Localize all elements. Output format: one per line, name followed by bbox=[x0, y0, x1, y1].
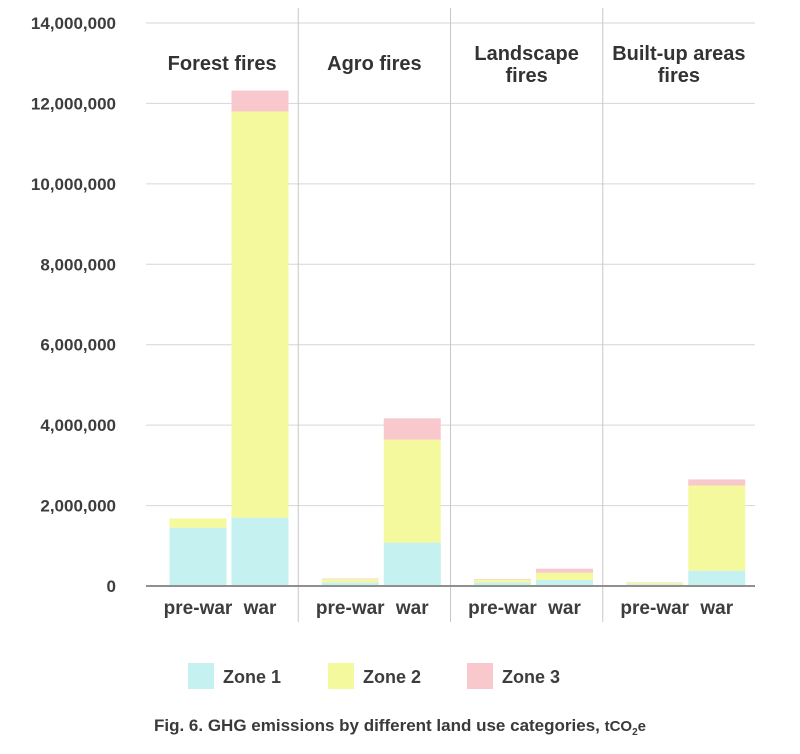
panel-title-line: fires bbox=[658, 65, 700, 87]
caption-unit-main: tCO bbox=[604, 718, 633, 735]
panel-title-line: Agro fires bbox=[327, 53, 421, 75]
y-tick-label: 14,000,000 bbox=[31, 14, 116, 33]
bar-segment-zone-1 bbox=[321, 582, 379, 586]
bar-segment-zone-2 bbox=[474, 579, 531, 583]
legend-label: Zone 1 bbox=[223, 667, 281, 687]
bar-segment-zone-1 bbox=[536, 579, 593, 586]
x-axis-labels: pre-war war pre-war war pre-war war pre-war war bbox=[164, 598, 734, 619]
bar-segment-zone-3 bbox=[321, 578, 379, 580]
bar-segment-zone-1 bbox=[474, 582, 531, 586]
bar-segment-zone-2 bbox=[626, 582, 684, 585]
legend: Zone 1 Zone 2 Zone 3 bbox=[188, 663, 560, 689]
y-tick-label: 0 bbox=[107, 577, 116, 596]
bar-segment-zone-3 bbox=[688, 479, 746, 486]
y-tick-label: 4,000,000 bbox=[40, 416, 116, 435]
x-category-label: war bbox=[547, 598, 581, 619]
bar-segment-zone-2 bbox=[536, 572, 593, 580]
legend-swatch-zone-2 bbox=[328, 663, 354, 689]
legend-swatch-zone-1 bbox=[188, 663, 214, 689]
panel-title: Agro fires bbox=[327, 53, 421, 75]
bar-segment-zone-3 bbox=[231, 90, 289, 112]
figure-caption: Fig. 6. GHG emissions by different land … bbox=[0, 716, 800, 738]
x-category-label: war bbox=[395, 598, 429, 619]
bar-segment-zone-2 bbox=[688, 485, 746, 571]
panel-title-line: Built-up areas bbox=[612, 43, 745, 65]
legend-label: Zone 2 bbox=[363, 667, 421, 687]
y-tick-label: 12,000,000 bbox=[31, 94, 116, 113]
panel-title: Built-up areas fires bbox=[612, 43, 745, 87]
panel-title: Forest fires bbox=[168, 53, 277, 75]
bar-segment-zone-2 bbox=[321, 579, 379, 583]
y-tick-label: 8,000,000 bbox=[40, 255, 116, 274]
panel-title-line: Landscape bbox=[474, 43, 578, 65]
panel-title-line: Forest fires bbox=[168, 53, 277, 75]
x-category-label: pre-war bbox=[316, 598, 385, 619]
x-category-label: pre-war bbox=[620, 598, 689, 619]
panel-title: Landscape fires bbox=[474, 43, 578, 87]
y-tick-label: 6,000,000 bbox=[40, 336, 116, 355]
bar-segment-zone-1 bbox=[231, 517, 289, 586]
bar-segment-zone-3 bbox=[474, 578, 531, 580]
bar-segment-zone-1 bbox=[688, 570, 746, 586]
panel-titles: Forest fires Agro fires Landscape firesBuil… bbox=[168, 43, 746, 87]
legend-swatch-zone-3 bbox=[467, 663, 493, 689]
legend-label: Zone 3 bbox=[502, 667, 560, 687]
bar-segment-zone-3 bbox=[536, 568, 593, 573]
panel-title-line: fires bbox=[506, 65, 548, 87]
bar-segment-zone-1 bbox=[169, 527, 227, 586]
x-category-label: pre-war bbox=[164, 598, 233, 619]
bar-segment-zone-3 bbox=[383, 418, 441, 440]
caption-unit-tail: e bbox=[637, 718, 647, 735]
x-category-label: war bbox=[243, 598, 277, 619]
caption-unit: tCO2e bbox=[604, 718, 647, 738]
y-tick-label: 10,000,000 bbox=[31, 175, 116, 194]
caption-unit-subscript: 2 bbox=[632, 727, 638, 738]
bar-segment-zone-2 bbox=[231, 111, 289, 518]
bar-segment-zone-1 bbox=[383, 542, 441, 586]
bar-segment-zone-2 bbox=[383, 439, 441, 543]
x-category-label: pre-war bbox=[468, 598, 537, 619]
bars bbox=[169, 90, 746, 586]
panel-dividers bbox=[297, 8, 604, 622]
x-category-label: war bbox=[699, 598, 733, 619]
y-tick-label: 2,000,000 bbox=[40, 497, 116, 516]
bar-segment-zone-2 bbox=[169, 518, 227, 528]
y-axis-ticks: 0 2,000,000 4,000,000 6,000,000 8,000,000 10,… bbox=[31, 14, 116, 596]
caption-text: Fig. 6. GHG emissions by different land … bbox=[153, 716, 605, 735]
